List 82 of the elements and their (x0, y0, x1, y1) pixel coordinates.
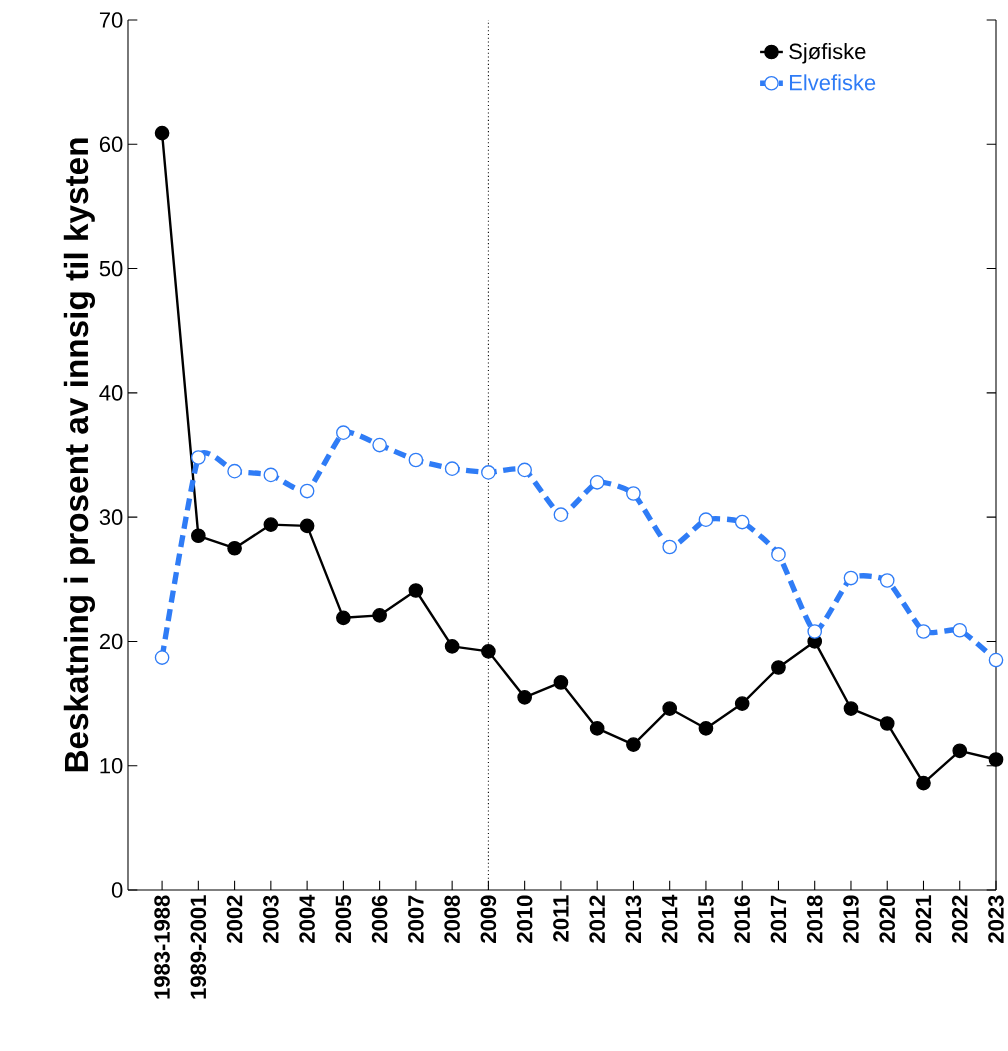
point (553, 675, 569, 690)
point (372, 608, 387, 623)
point (444, 639, 460, 654)
y-tick-label: 10 (100, 757, 123, 774)
x-tick-label: 1983-1988 (154, 895, 170, 999)
point (154, 125, 170, 141)
point (553, 507, 569, 522)
x-tick-label: 2015 (698, 895, 714, 943)
x-tick-label: 2021 (915, 895, 932, 943)
x-tick-label: 2007 (407, 895, 424, 943)
point (480, 644, 496, 659)
point (263, 467, 279, 483)
y-tick-label: 30 (99, 509, 123, 525)
point (263, 517, 279, 532)
point (335, 610, 351, 626)
point (335, 425, 351, 440)
y-tick-label: 0 (111, 882, 123, 898)
x-tick-label: 2009 (480, 895, 497, 943)
point (952, 743, 967, 759)
x-tick-label: 2004 (299, 894, 315, 943)
point (408, 452, 424, 468)
point (734, 696, 750, 711)
x-tick-label: 2014 (661, 894, 678, 943)
x-tick-label: 2012 (589, 895, 605, 943)
point (843, 701, 859, 716)
point (879, 716, 895, 731)
point (517, 462, 532, 478)
point (988, 652, 1004, 668)
point (916, 775, 931, 791)
point (734, 514, 750, 530)
point (227, 463, 242, 479)
point (662, 701, 677, 716)
x-tick-label: 2006 (371, 895, 388, 943)
x-tick-label: 2008 (444, 895, 460, 943)
y-tick-label: 60 (99, 136, 123, 153)
point (408, 583, 424, 598)
point (698, 721, 714, 736)
point (154, 650, 170, 665)
point (625, 486, 641, 501)
point (771, 660, 786, 675)
point (190, 528, 206, 544)
legend-label: Elvefiske (789, 74, 876, 91)
point (444, 461, 460, 477)
x-tick-label: 2023 (988, 895, 1004, 943)
point (517, 690, 532, 705)
y-tick-label: 50 (99, 260, 123, 277)
x-tick-label: 2002 (226, 895, 243, 943)
x-tick-label: 2005 (335, 895, 352, 943)
x-tick-label: 2010 (516, 895, 533, 943)
point (299, 483, 315, 499)
y-tick-label: 40 (99, 385, 123, 401)
y-tick-label: 70 (99, 12, 123, 28)
point (589, 475, 605, 490)
point (190, 450, 206, 465)
x-tick-label: 2017 (770, 895, 787, 943)
x-tick-label: 2016 (734, 895, 750, 943)
point (480, 465, 496, 480)
point (916, 624, 931, 639)
point (589, 721, 605, 736)
x-tick-label: 2022 (951, 895, 968, 943)
point (372, 437, 387, 453)
point (807, 624, 822, 639)
point (299, 518, 315, 534)
y-tick-label: 20 (99, 633, 123, 650)
x-tick-label: 2018 (806, 895, 823, 943)
point (227, 540, 242, 556)
point (625, 737, 641, 752)
point (771, 547, 786, 562)
legend-label: Sjøfiske (789, 43, 866, 64)
x-tick-label: 2013 (625, 895, 642, 943)
x-tick-label: 2003 (262, 895, 279, 943)
y-axis-title: Beskatning i prosent av innsig til kysten (63, 138, 95, 772)
point (662, 539, 677, 555)
point (988, 752, 1004, 767)
point (698, 512, 714, 527)
x-tick-label: 2019 (843, 895, 859, 943)
x-tick-label: 2020 (879, 895, 895, 943)
x-tick-label: 2011 (553, 895, 569, 942)
x-tick-label: 1989-2001 (190, 895, 207, 999)
point (843, 570, 859, 586)
point (879, 573, 895, 588)
point (952, 622, 967, 638)
